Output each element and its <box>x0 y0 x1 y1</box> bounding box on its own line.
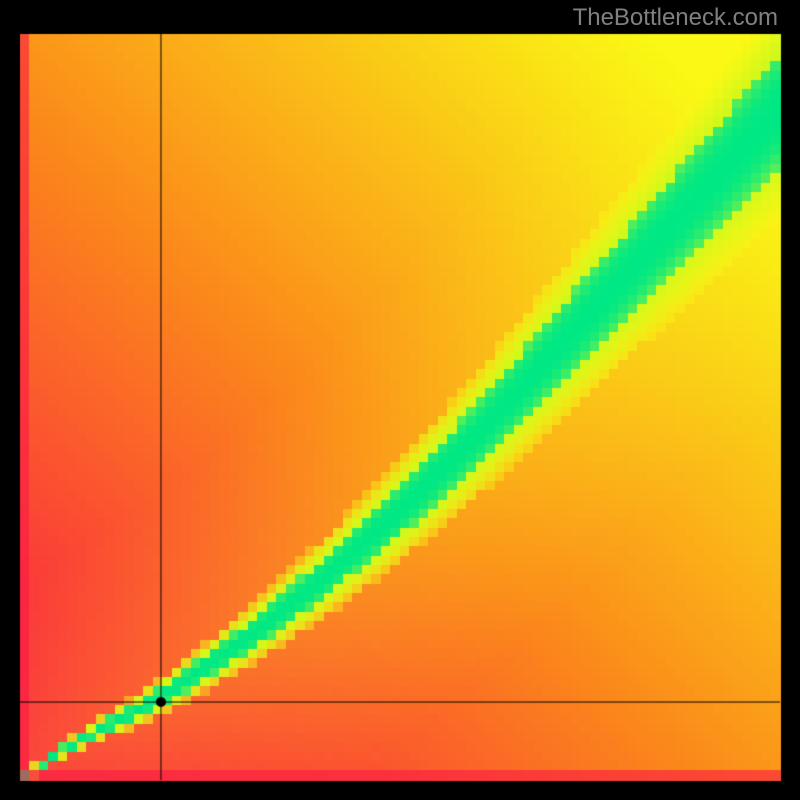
bottleneck-heatmap <box>0 0 800 800</box>
chart-container: TheBottleneck.com <box>0 0 800 800</box>
watermark-text: TheBottleneck.com <box>573 4 778 32</box>
